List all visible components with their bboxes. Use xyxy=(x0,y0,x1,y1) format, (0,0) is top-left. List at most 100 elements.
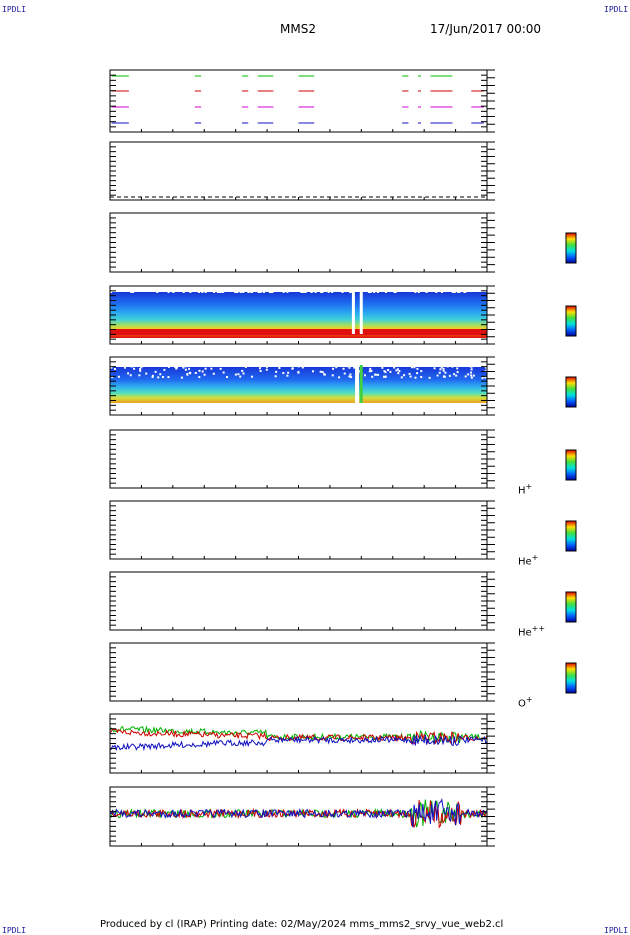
feepsi-dropout xyxy=(397,372,400,375)
panel-frame xyxy=(109,642,488,702)
feepsi-dropout xyxy=(110,366,113,369)
feepsi-dropout xyxy=(470,371,473,374)
feepsi-dropout xyxy=(393,366,396,369)
feepsi-dropout xyxy=(258,367,261,370)
colorbar xyxy=(565,305,577,337)
feepsi-dropout xyxy=(184,365,187,368)
feepsi-dropout xyxy=(350,376,353,379)
feepsi-dropout xyxy=(188,367,191,370)
feepsi-dropout xyxy=(456,371,459,374)
feepsi-dropout xyxy=(274,375,277,378)
feepsi-dropout xyxy=(364,374,367,377)
feepsi-dropout xyxy=(370,369,373,372)
feepsi-dropout xyxy=(409,375,412,378)
species-name: He xyxy=(518,556,532,568)
feepsi-dropout xyxy=(234,373,237,376)
feepse-dropout xyxy=(182,290,185,293)
feepsi-dropout xyxy=(184,368,187,371)
feepsi-dropout xyxy=(250,375,253,378)
feepse-dropout xyxy=(257,290,260,293)
feepsi-dropout xyxy=(408,372,411,375)
feepsi-dropout xyxy=(470,368,473,371)
feepsi-dropout xyxy=(442,367,445,370)
feepsi-gap xyxy=(355,365,360,407)
feepsi-dropout xyxy=(371,375,374,378)
feepsi-dropout xyxy=(198,369,201,372)
species-name: H xyxy=(518,485,526,497)
feepsi-dropout xyxy=(471,365,474,368)
feepse-dropout xyxy=(172,290,175,293)
panel-frame xyxy=(109,212,488,273)
feepse-dropout xyxy=(130,290,133,293)
feepsi-dropout xyxy=(275,370,278,373)
feepse-dropout xyxy=(314,290,317,293)
date-title: 17/Jun/2017 00:00 xyxy=(430,22,542,36)
feepsi-dropout xyxy=(241,369,244,372)
feepsi-dropout xyxy=(138,365,141,368)
feepse-dropout xyxy=(300,290,303,293)
feepsi-dropout xyxy=(321,371,324,374)
species-charge: + xyxy=(525,482,533,491)
feepsi-dropout xyxy=(436,374,439,377)
feepsi-dropout xyxy=(469,365,472,368)
corner-label-bottom-left: IPDLI xyxy=(2,926,27,935)
footer-credit: Produced by cl (IRAP) Printing date: 02/… xyxy=(100,919,504,930)
feepse-dropout xyxy=(271,290,274,293)
feepsi-dropout xyxy=(353,366,356,369)
feepsi-dropout xyxy=(265,368,268,371)
feepsi-dropout xyxy=(163,368,166,371)
feepsi-dropout xyxy=(174,365,177,368)
feepsi-dropout xyxy=(133,367,136,370)
feepsi-dropout xyxy=(139,368,142,371)
feepsi-dropout xyxy=(312,370,315,373)
feepse-dropout xyxy=(236,290,239,293)
feepsi-dropout xyxy=(141,365,144,368)
feepsi-dropout xyxy=(259,365,262,368)
feepse-dropout xyxy=(360,290,363,293)
feepse-dropout xyxy=(425,290,428,293)
feepse-dropout xyxy=(310,290,313,293)
feepsi-dropout xyxy=(282,372,285,375)
corner-label-bottom-right: IPDLI xyxy=(604,926,629,935)
feepsi-dropout xyxy=(201,370,204,373)
species-charge: ++ xyxy=(531,624,546,633)
feepsi-dropout xyxy=(420,370,423,373)
feepsi-dropout xyxy=(194,371,197,374)
feepsi-dropout xyxy=(342,367,345,370)
feepsi-dropout xyxy=(210,367,213,370)
feepsi-dropout xyxy=(291,367,294,370)
feepse-dropout xyxy=(373,290,376,293)
feepsi-dropout xyxy=(259,369,262,372)
feepsi-dropout xyxy=(161,376,164,379)
feepsi-dropout xyxy=(198,376,201,379)
feepsi-dropout xyxy=(323,373,326,376)
feepse-dropout xyxy=(201,290,204,293)
feepsi-dropout xyxy=(470,376,473,379)
panel-frame xyxy=(109,141,488,201)
feepse-dropout xyxy=(453,290,456,293)
feepse-dropout xyxy=(269,290,272,293)
feepse-dropout xyxy=(247,290,250,293)
feepsi-dropout xyxy=(140,366,143,369)
series-line xyxy=(109,797,488,828)
feepsi-dropout xyxy=(159,373,162,376)
feepsi-dropout xyxy=(395,369,398,372)
feepsi-dropout xyxy=(346,365,349,368)
feepse-dropout xyxy=(377,290,380,293)
feepsi-dropout xyxy=(186,373,189,376)
feepse-dropout xyxy=(417,290,420,293)
feepse-dropout xyxy=(394,290,397,293)
feepse-dropout xyxy=(321,290,324,293)
spacecraft-title: MMS2 xyxy=(280,22,316,36)
feepsi-dropout xyxy=(219,367,222,370)
feepsi-dropout xyxy=(175,367,178,370)
panel-frame xyxy=(109,571,488,631)
feepsi-dropout xyxy=(484,376,487,379)
feepse-dropout xyxy=(262,290,265,293)
feepsi-dropout xyxy=(287,371,290,374)
feepsi-dropout xyxy=(338,376,341,379)
feepse-dropout xyxy=(216,290,219,293)
species-name: O xyxy=(518,698,526,710)
feepsi-dropout xyxy=(383,370,386,373)
